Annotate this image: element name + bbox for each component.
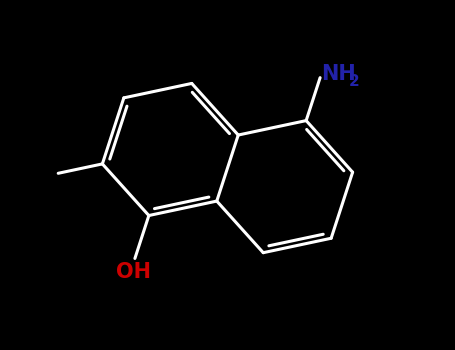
Text: NH: NH <box>321 64 356 84</box>
Text: 2: 2 <box>349 74 360 89</box>
Text: OH: OH <box>116 262 152 282</box>
